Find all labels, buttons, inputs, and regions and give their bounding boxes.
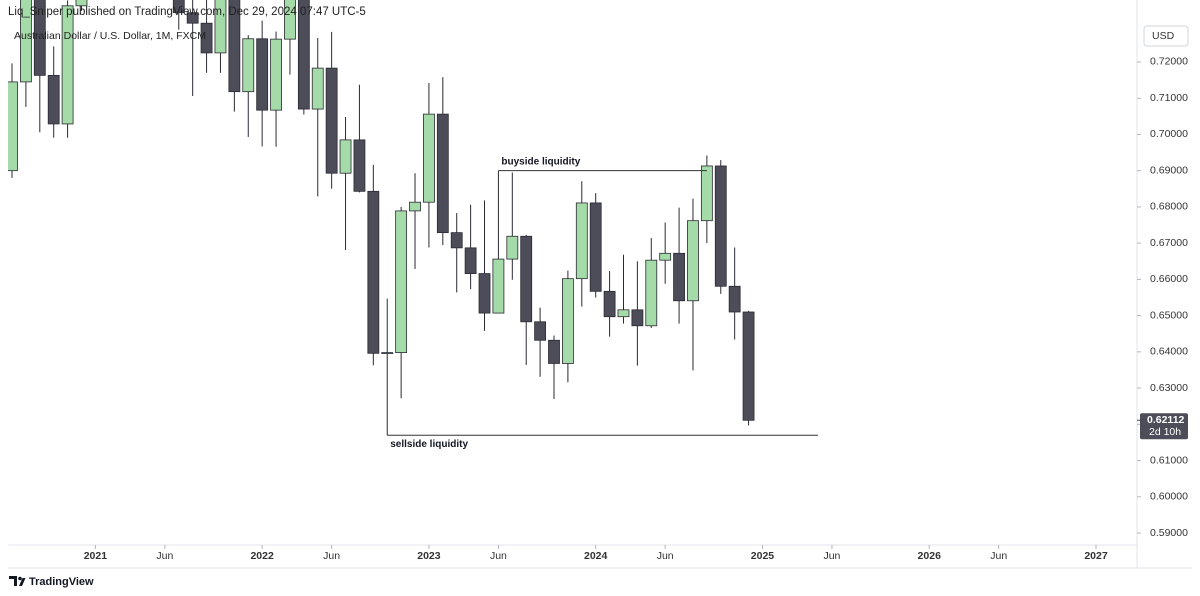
countdown: 2d 10h — [1149, 426, 1181, 438]
candle-body — [464, 247, 477, 274]
y-tick-label: 0.66000 — [1150, 273, 1188, 285]
y-tick-label: 0.60000 — [1150, 491, 1188, 503]
x-tick-label: Jun — [823, 550, 840, 562]
brand-logo — [9, 576, 26, 586]
candle-body — [575, 202, 588, 280]
last-price-box — [1140, 413, 1188, 440]
y-tick-label: 0.65000 — [1150, 309, 1188, 321]
currency: USD — [1152, 30, 1175, 42]
currency-box — [1143, 25, 1189, 47]
candle-body — [589, 202, 602, 292]
y-tick-label: 0.67000 — [1150, 237, 1188, 249]
candle-body — [367, 190, 380, 354]
candle-body — [450, 232, 463, 249]
y-tick-label: 0.64000 — [1150, 346, 1188, 358]
x-tick-label: Jun — [156, 550, 173, 562]
candle-body — [436, 113, 449, 234]
x-tick-label: Jun — [990, 550, 1007, 562]
candle-body — [325, 67, 338, 174]
candle-body — [33, 0, 46, 76]
candle-body — [673, 252, 685, 302]
candle-body — [8, 81, 18, 172]
y-tick-label: 0.63000 — [1150, 382, 1188, 394]
candle-body — [645, 259, 658, 327]
candle-body — [478, 273, 491, 314]
x-tick-label: Jun — [490, 550, 507, 562]
candle-body — [603, 290, 616, 318]
candle-body — [311, 67, 324, 110]
candle-body — [700, 165, 713, 222]
candle-body — [506, 235, 519, 260]
y-tick-label: 0.68000 — [1150, 201, 1188, 213]
candle-body — [200, 22, 213, 54]
candle-body — [381, 352, 394, 354]
candle-body — [256, 38, 269, 111]
candle-body — [617, 309, 630, 318]
candle-body — [61, 5, 74, 125]
x-tick-label: 2027 — [1084, 550, 1108, 562]
y-tick-label: 0.72000 — [1150, 56, 1188, 68]
y-tick-label: 0.70000 — [1150, 128, 1188, 140]
candle-body — [228, 0, 241, 93]
x-tick-label: 2026 — [918, 550, 942, 562]
candle-body — [742, 311, 755, 421]
candle-body — [534, 321, 547, 341]
candle-body — [75, 0, 88, 7]
y-tick-label: 0.69000 — [1150, 164, 1188, 176]
candle-body — [423, 113, 435, 203]
candle-body — [728, 285, 741, 313]
x-tick-label: 2025 — [751, 550, 775, 562]
candle-body — [270, 38, 282, 111]
candle-body — [339, 139, 352, 174]
candle-body — [409, 201, 421, 212]
candle-body — [492, 258, 505, 314]
y-tick-label: 0.61000 — [1150, 454, 1188, 466]
candle-body — [284, 0, 296, 40]
annotation-label: buyside liquidity — [501, 156, 580, 167]
last-price-label: 0.62112 — [1147, 414, 1185, 426]
candle-body — [19, 0, 32, 83]
candle-body — [687, 220, 699, 302]
candle-body — [520, 235, 533, 323]
candle-body — [214, 0, 227, 54]
x-tick-label: 2023 — [417, 550, 441, 562]
x-tick-label: 2021 — [84, 550, 108, 562]
candle-body — [242, 38, 255, 93]
chart-title: Australian Dollar / U.S. Dollar, 1M, FXC… — [14, 30, 206, 42]
y-tick-label: 0.59000 — [1150, 527, 1188, 539]
candle-body — [353, 139, 366, 192]
candle-body — [186, 12, 199, 24]
annotation-label: sellside liquidity — [390, 439, 468, 450]
plot-area: buyside liquidity sellside liquidity — [8, 0, 819, 450]
y-tick-label: 0.71000 — [1150, 92, 1188, 104]
candle-body — [714, 165, 727, 287]
candle-body — [47, 74, 60, 125]
brand: TradingView — [29, 576, 94, 588]
x-tick-label: 2022 — [250, 550, 274, 562]
candle-body — [631, 309, 644, 327]
x-tick-label: Jun — [323, 550, 340, 562]
x-tick-label: 2024 — [584, 550, 608, 562]
candle-body — [659, 252, 672, 261]
candle-body — [395, 210, 408, 353]
candle-body — [172, 0, 185, 14]
candle-body — [561, 278, 574, 364]
header: Liq_Sniper published on TradingView.com,… — [8, 6, 366, 18]
candle-body — [297, 0, 310, 110]
x-tick-label: Jun — [657, 550, 674, 562]
candle-body — [548, 339, 560, 364]
